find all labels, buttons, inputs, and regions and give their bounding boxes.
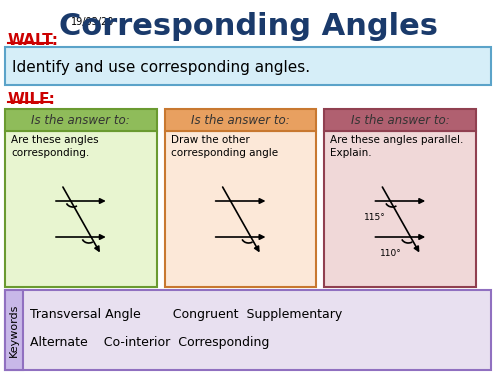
Text: Are these angles
corresponding.: Are these angles corresponding. — [11, 135, 99, 158]
Text: 115°: 115° — [364, 213, 386, 222]
Text: Are these angles parallel.
Explain.: Are these angles parallel. Explain. — [330, 135, 464, 158]
Text: Is the answer to:: Is the answer to: — [32, 114, 130, 126]
Text: WILF:: WILF: — [8, 92, 56, 107]
Text: Is the answer to:: Is the answer to: — [191, 114, 290, 126]
Text: Corresponding Angles: Corresponding Angles — [58, 12, 438, 41]
Text: Transversal Angle        Congruent  Supplementary: Transversal Angle Congruent Supplementar… — [30, 308, 342, 321]
FancyBboxPatch shape — [164, 109, 316, 131]
Text: Is the answer to:: Is the answer to: — [351, 114, 450, 126]
Text: Draw the other
corresponding angle: Draw the other corresponding angle — [170, 135, 278, 158]
FancyBboxPatch shape — [5, 290, 491, 370]
FancyBboxPatch shape — [324, 131, 476, 287]
Text: Keywords: Keywords — [9, 303, 19, 357]
Text: 19/03/20: 19/03/20 — [72, 17, 115, 27]
FancyBboxPatch shape — [5, 47, 491, 85]
Text: Alternate    Co-interior  Corresponding: Alternate Co-interior Corresponding — [30, 336, 269, 349]
FancyBboxPatch shape — [5, 290, 23, 370]
Text: Identify and use corresponding angles.: Identify and use corresponding angles. — [12, 60, 310, 75]
FancyBboxPatch shape — [5, 131, 157, 287]
FancyBboxPatch shape — [164, 131, 316, 287]
Text: WALT:: WALT: — [8, 33, 59, 48]
Text: 110°: 110° — [380, 249, 402, 258]
FancyBboxPatch shape — [324, 109, 476, 131]
FancyBboxPatch shape — [5, 109, 157, 131]
